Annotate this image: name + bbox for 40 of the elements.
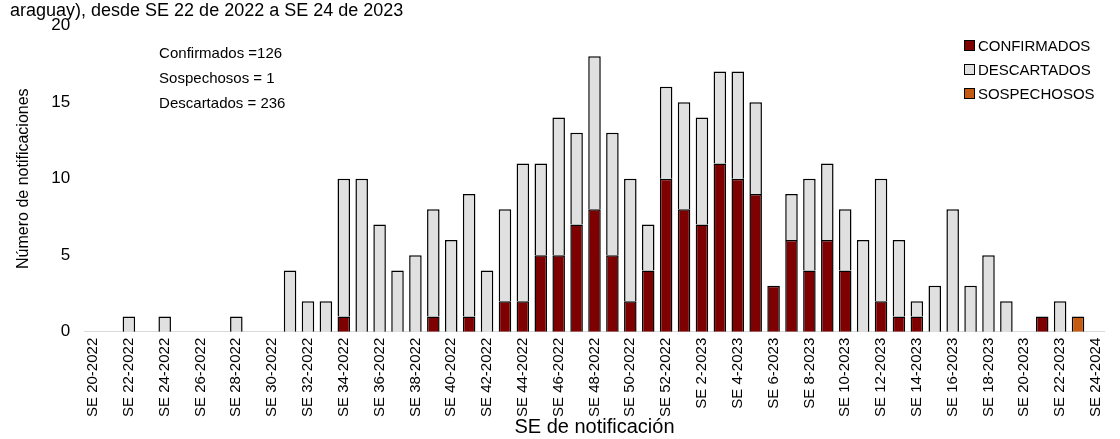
x-tick-label: SE 8-2023 — [799, 337, 817, 409]
y-tick-label: 15 — [51, 91, 71, 111]
x-tick-label: SE 6-2023 — [763, 337, 781, 409]
x-tick-label: SE 40-2022 — [441, 337, 459, 418]
legend-label: DESCARTADOS — [977, 61, 1091, 79]
x-tick-label: SE 48-2022 — [584, 337, 602, 418]
x-tick-label: SE 20-2023 — [1014, 337, 1032, 418]
x-tick-label: SE 10-2023 — [835, 337, 853, 418]
y-tick-label: 10 — [51, 168, 71, 188]
x-tick-label: SE 16-2023 — [942, 337, 960, 418]
x-tick-label: SE 44-2022 — [513, 337, 530, 418]
x-tick-label: SE 32-2022 — [298, 337, 316, 418]
x-tick-label: SE 26-2022 — [190, 337, 208, 418]
annotation: Sospechosos = 1 — [159, 68, 275, 86]
x-tick-label: SE 50-2022 — [620, 337, 638, 418]
x-tick-label: SE 46-2022 — [548, 337, 566, 418]
x-tick-label: SE 42-2022 — [477, 337, 495, 418]
x-tick-label: SE 24-2022 — [154, 337, 172, 418]
x-tick-label: SE 22-2023 — [1050, 337, 1068, 418]
x-tick-label: SE 2-2023 — [692, 337, 710, 409]
x-tick-label: SE 36-2022 — [369, 337, 387, 418]
legend-label: SOSPECHOSOS — [977, 85, 1095, 103]
x-tick-label: SE 38-2022 — [405, 337, 423, 418]
x-tick-label: SE 12-2023 — [871, 337, 889, 418]
x-tick-label: SE 52-2022 — [656, 337, 674, 418]
x-tick-label: SE 24-2024 — [1086, 337, 1104, 418]
x-tick-label: SE 14-2023 — [906, 337, 924, 418]
x-tick-label: SE 34-2022 — [333, 337, 351, 418]
x-tick-label: SE 18-2023 — [978, 337, 996, 418]
legend-label: CONFIRMADOS — [977, 37, 1091, 55]
x-tick-label: SE 28-2022 — [226, 337, 244, 418]
y-tick-label: 5 — [60, 244, 71, 264]
x-tick-label: SE 22-2022 — [119, 337, 137, 418]
y-tick-label: 0 — [60, 321, 71, 341]
annotation: Confirmados =126 — [159, 43, 283, 61]
annotation: Descartados = 236 — [159, 93, 286, 111]
x-tick-label: SE 4-2023 — [727, 337, 745, 409]
x-tick-label: SE 30-2022 — [262, 337, 280, 418]
y-axis-title: Número de notificaciones — [14, 88, 32, 269]
x-tick-label: SE 20-2022 — [83, 337, 101, 418]
